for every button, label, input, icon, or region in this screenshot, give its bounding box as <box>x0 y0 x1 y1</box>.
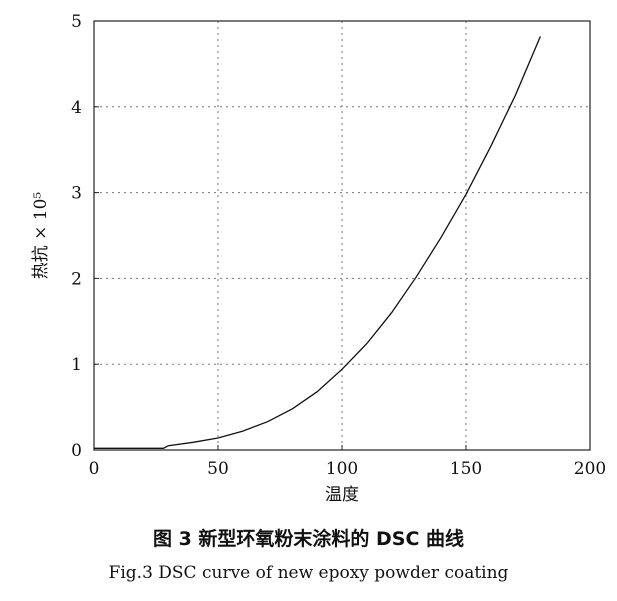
figure-caption-english: Fig.3 DSC curve of new epoxy powder coat… <box>108 563 509 583</box>
y-tick-label: 0 <box>71 441 82 461</box>
y-tick-label: 2 <box>71 269 82 289</box>
dsc-chart: 0 50 100 150 200 0 1 2 3 4 5 温度 热抗 × 10⁵ <box>31 12 606 505</box>
y-tick-label: 3 <box>71 184 82 204</box>
y-axis-ticks: 0 1 2 3 4 5 <box>71 12 99 461</box>
y-axis-label: 热抗 × 10⁵ <box>31 192 51 280</box>
x-tick-label: 50 <box>207 459 229 479</box>
x-tick-label: 0 <box>89 459 100 479</box>
x-axis-label: 温度 <box>325 485 359 505</box>
x-tick-label: 200 <box>574 459 606 479</box>
y-tick-label: 4 <box>71 98 82 118</box>
figure-caption-chinese: 图 3 新型环氧粉末涂料的 DSC 曲线 <box>152 528 465 550</box>
x-axis-ticks: 0 50 100 150 200 <box>89 445 606 479</box>
series-line <box>94 36 541 449</box>
grid-lines <box>94 21 590 450</box>
x-tick-label: 100 <box>326 459 358 479</box>
x-tick-label: 150 <box>450 459 482 479</box>
y-tick-label: 5 <box>71 12 82 32</box>
plot-frame <box>93 20 591 451</box>
y-tick-label: 1 <box>71 355 82 375</box>
